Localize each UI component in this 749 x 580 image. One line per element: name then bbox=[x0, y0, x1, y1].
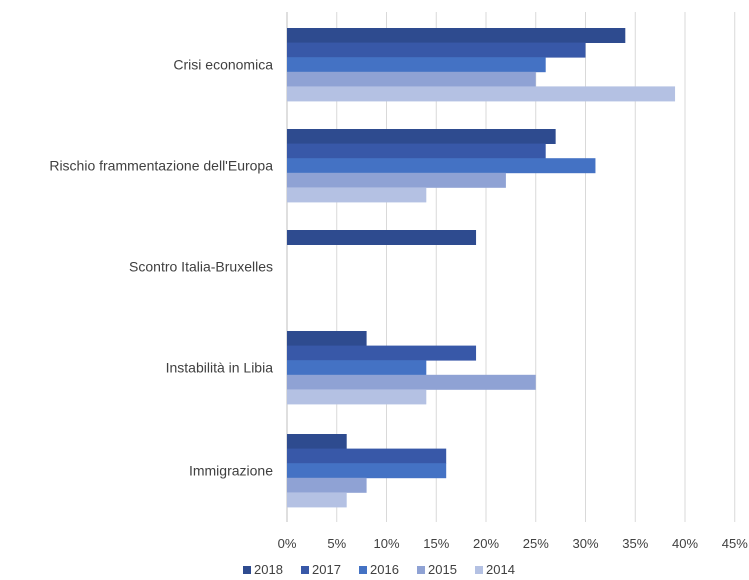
legend-swatch-2017 bbox=[301, 566, 309, 574]
legend-label-2015: 2015 bbox=[428, 562, 457, 577]
legend-label-2018: 2018 bbox=[254, 562, 283, 577]
x-tick-label: 10% bbox=[373, 536, 399, 551]
legend-label-2016: 2016 bbox=[370, 562, 399, 577]
bar-2016-1 bbox=[287, 158, 596, 174]
bar-2015-3 bbox=[287, 374, 536, 390]
bar-2017-3 bbox=[287, 345, 477, 361]
category-label: Scontro Italia-Bruxelles bbox=[129, 259, 273, 275]
category-label: Immigrazione bbox=[189, 463, 273, 479]
bar-2015-4 bbox=[287, 477, 367, 493]
bar-2016-4 bbox=[287, 463, 447, 479]
bar-2014-0 bbox=[287, 86, 676, 102]
x-tick-label: 40% bbox=[672, 536, 698, 551]
x-tick-label: 30% bbox=[572, 536, 598, 551]
bar-2015-1 bbox=[287, 172, 506, 188]
bar-2015-0 bbox=[287, 71, 536, 87]
bar-2014-4 bbox=[287, 492, 347, 508]
legend-swatch-2018 bbox=[243, 566, 251, 574]
x-tick-label: 5% bbox=[327, 536, 346, 551]
bar-2018-1 bbox=[287, 129, 556, 144]
bar-2014-3 bbox=[287, 389, 427, 405]
x-tick-label: 25% bbox=[523, 536, 549, 551]
x-tick-label: 15% bbox=[423, 536, 449, 551]
bar-2018-2 bbox=[287, 230, 477, 245]
legend: 2018 2017 2016 2015 2014 bbox=[243, 562, 515, 577]
bar-2016-3 bbox=[287, 360, 427, 376]
bar-2016-0 bbox=[287, 57, 546, 73]
legend-swatch-2015 bbox=[417, 566, 425, 574]
legend-label-2014: 2014 bbox=[486, 562, 515, 577]
bar-layer bbox=[287, 28, 676, 508]
category-labels: Crisi economica Rischio frammentazione de… bbox=[49, 57, 273, 479]
legend-swatch-2014 bbox=[475, 566, 483, 574]
x-tick-label: 0% bbox=[278, 536, 297, 551]
legend-swatch-2016 bbox=[359, 566, 367, 574]
bar-2018-0 bbox=[287, 28, 626, 43]
category-label: Rischio frammentazione dell'Europa bbox=[49, 158, 273, 174]
category-label: Instabilità in Libia bbox=[166, 360, 274, 376]
bar-2017-0 bbox=[287, 42, 586, 58]
legend-label-2017: 2017 bbox=[312, 562, 341, 577]
x-tick-label: 20% bbox=[473, 536, 499, 551]
bar-2017-4 bbox=[287, 448, 447, 464]
bar-2018-3 bbox=[287, 331, 367, 346]
bar-2018-4 bbox=[287, 434, 347, 449]
bar-2014-1 bbox=[287, 187, 427, 203]
x-axis-ticks: 0% 5% 10% 15% 20% 25% 30% 35% 40% 45% bbox=[278, 536, 749, 551]
x-tick-label: 45% bbox=[722, 536, 748, 551]
x-tick-label: 35% bbox=[622, 536, 648, 551]
bar-2017-1 bbox=[287, 143, 546, 159]
category-label: Crisi economica bbox=[173, 57, 273, 73]
